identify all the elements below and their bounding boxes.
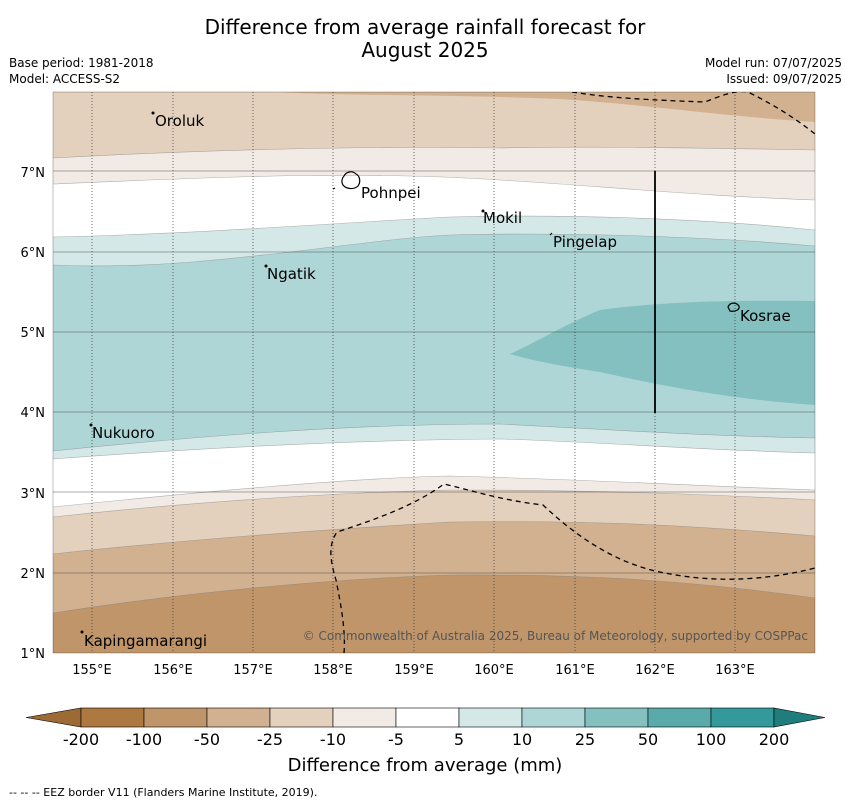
colorbar-arrow-high — [773, 707, 826, 728]
lat-tick-4n: 4°N — [21, 406, 46, 421]
ngatik-island — [264, 264, 268, 268]
lon-tick-155e: 155°E — [72, 663, 112, 678]
lon-tick-156e: 156°E — [153, 663, 193, 678]
colorbar-tick-label: 100 — [696, 730, 727, 749]
colorbar-tick-label: 25 — [575, 730, 595, 749]
lat-tick-6n: 6°N — [21, 246, 46, 261]
colorbar-segment — [584, 707, 649, 728]
lon-tick-160e: 160°E — [474, 663, 514, 678]
colorbar-segment — [269, 707, 334, 728]
copyright-credit: © Commonwealth of Australia 2025, Bureau… — [303, 629, 808, 643]
issued-label: Issued: 09/07/2025 — [726, 72, 842, 86]
colorbar-segment — [143, 707, 208, 728]
lat-tick-3n: 3°N — [21, 487, 46, 502]
lon-tick-161e: 161°E — [555, 663, 595, 678]
eez-border — [330, 92, 815, 653]
colorbar-segment — [710, 707, 775, 728]
kapingamarangi-island — [80, 630, 84, 634]
map-title-line-1: Difference from average rainfall forecas… — [204, 15, 646, 39]
colorbar-segment — [458, 707, 523, 728]
model-label: Model: ACCESS-S2 — [9, 72, 121, 86]
colorbar-tick-label: 50 — [638, 730, 658, 749]
place-label-pohnpei: Pohnpei — [361, 184, 421, 202]
colorbar-tick-label: -200 — [63, 730, 99, 749]
map-title-line-2: August 2025 — [361, 38, 489, 62]
base-period-label: Base period: 1981-2018 — [9, 56, 154, 70]
lon-tick-162e: 162°E — [635, 663, 675, 678]
mokil-island — [481, 209, 485, 213]
colorbar-segment — [206, 707, 271, 728]
colorbar-segment — [395, 707, 460, 728]
place-label-kapingamarangi: Kapingamarangi — [84, 632, 207, 650]
colorbar-title: Difference from average (mm) — [287, 755, 563, 776]
lon-tick-159e: 159°E — [394, 663, 434, 678]
place-label-ngatik: Ngatik — [267, 265, 316, 283]
lon-tick-158e: 158°E — [313, 663, 353, 678]
colorbar-tick-label: -100 — [126, 730, 162, 749]
lon-tick-163e: 163°E — [715, 663, 755, 678]
lat-tick-1n: 1°N — [21, 647, 46, 662]
colorbar-tick-label: -5 — [388, 730, 404, 749]
place-label-oroluk: Oroluk — [155, 112, 204, 130]
pingelap-island — [549, 232, 553, 236]
kosrae-island — [727, 302, 740, 312]
eez-legend-note: -- -- -- EEZ border V11 (Flanders Marine… — [9, 786, 318, 799]
colorbar-tick-label: 10 — [512, 730, 532, 749]
colorbar: -200 -100 -50 -25 -10 -5 5 10 25 50 100 200 — [25, 707, 826, 749]
place-label-nukuoro: Nukuoro — [92, 424, 155, 442]
colorbar-tick-label: -50 — [194, 730, 220, 749]
lat-tick-7n: 7°N — [21, 166, 46, 181]
model-run-label: Model run: 07/07/2025 — [704, 56, 842, 70]
place-label-pingelap: Pingelap — [553, 233, 617, 251]
lat-tick-2n: 2°N — [21, 567, 46, 582]
colorbar-segment — [521, 707, 586, 728]
nukuoro-island — [89, 423, 93, 427]
rainfall-difference-field: Oroluk Pohnpei Mokil Pingelap Ngatik Kos… — [53, 92, 815, 653]
pohnpei-islet — [332, 187, 336, 190]
colorbar-tick-label: 5 — [454, 730, 464, 749]
lat-tick-5n: 5°N — [21, 326, 46, 341]
colorbar-tick-label: -25 — [257, 730, 283, 749]
place-label-mokil: Mokil — [483, 209, 522, 227]
place-label-kosrae: Kosrae — [740, 307, 791, 325]
oroluk-island — [151, 111, 155, 115]
colorbar-tick-label: -10 — [320, 730, 346, 749]
lon-tick-157e: 157°E — [233, 663, 273, 678]
colorbar-segment — [332, 707, 397, 728]
colorbar-segment — [647, 707, 712, 728]
pohnpei-island — [341, 171, 361, 190]
colorbar-segment — [80, 707, 145, 728]
colorbar-arrow-low — [25, 707, 82, 728]
colorbar-tick-label: 200 — [759, 730, 790, 749]
